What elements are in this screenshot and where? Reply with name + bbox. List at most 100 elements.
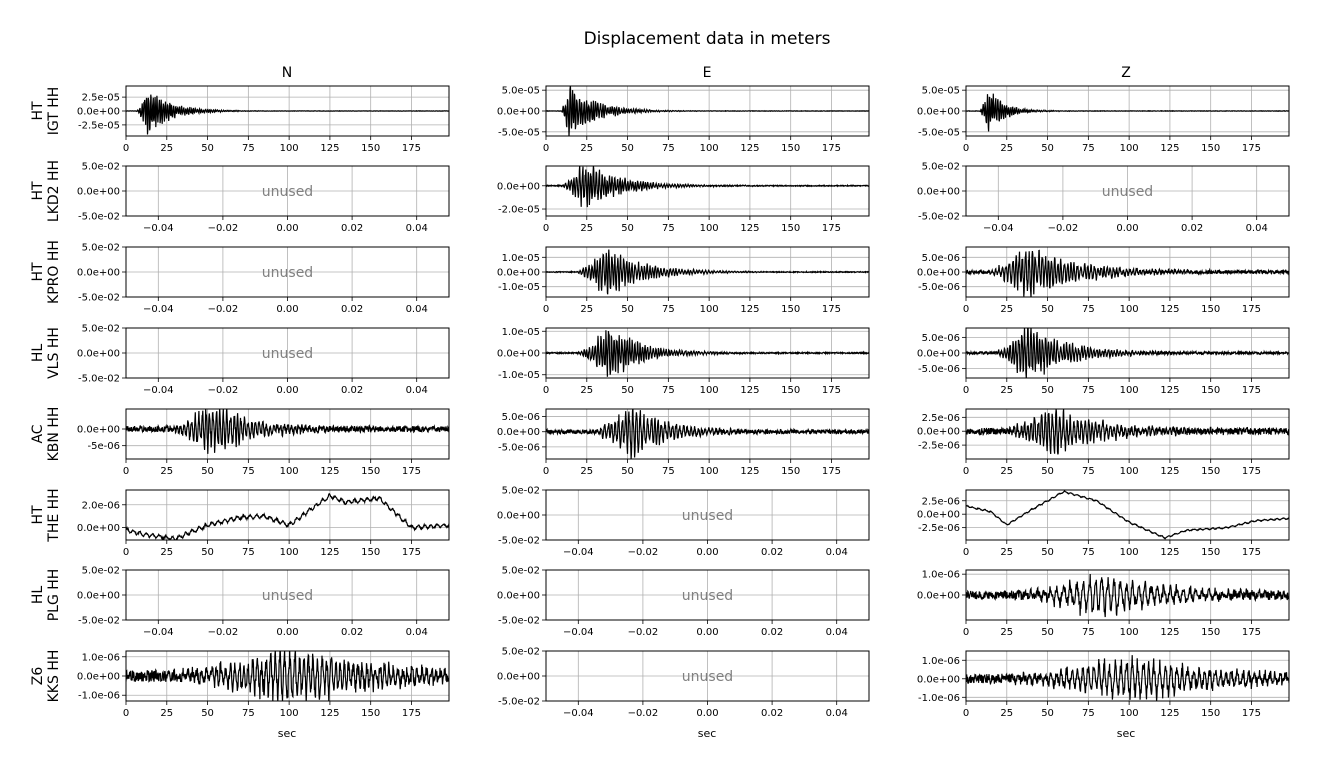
panel-row5-e: unused −0.04 −0.02 0.00 0.02 0.04 5.0e-02 0.0e+… [497,486,870,558]
x-tick-label: 25 [1000,627,1013,638]
unused-label: unused [682,588,733,604]
x-tick-label: 125 [320,466,339,477]
x-tick-label: 25 [1000,466,1013,477]
x-tick-label: 25 [580,223,593,234]
panel-row3-z: 0 25 50 75 100 125 150 175 5.0e-06 0.0e+00 -5.0e-0… [917,327,1290,396]
y-tick-label: -5.0e-02 [498,536,540,547]
y-tick-label: -1.0e-06 [78,691,120,702]
waveform-trace [126,409,449,454]
x-tick-label: 175 [1242,304,1261,315]
x-tick-label: 150 [1201,143,1220,154]
x-tick-label: 175 [1242,143,1261,154]
x-tick-label: 50 [1041,304,1054,315]
y-tick-label: 0.0e+00 [917,427,960,438]
x-tick-label: 75 [1082,627,1095,638]
waveform-trace [126,94,449,135]
axes-frame [545,165,870,217]
panel-row6-e: unused −0.04 −0.02 0.00 0.02 0.04 5.0e-02 0.0e+… [497,566,870,638]
axes-frame [965,408,1290,460]
y-tick-label: 0.0e+00 [497,349,540,360]
y-tick-label: -5.0e-06 [918,364,960,375]
x-tick-label: 100 [280,466,299,477]
x-tick-label: 75 [1082,143,1095,154]
x-tick-label: 0 [963,304,969,315]
panel-row0-n: 0 25 50 75 100 125 150 175 2.5e-05 0.0e+00 -2.5e-0… [77,85,450,154]
unused-label: unused [262,265,313,281]
x-tick-label: 75 [662,223,675,234]
x-tick-label: 25 [160,708,173,719]
x-tick-label: 0.02 [761,547,783,558]
panel-row4-n: 0 25 50 75 100 125 150 175 0.0e+00 -5e-06 [77,408,450,477]
x-tick-label: 100 [1120,466,1139,477]
y-tick-label: -5.0e-02 [78,293,120,304]
x-tick-label: −0.04 [143,627,174,638]
y-tick-label: -1.0e-06 [918,693,960,704]
x-tick-label: 25 [160,466,173,477]
y-tick-label: 5.0e-02 [502,647,540,658]
x-tick-label: 50 [621,466,634,477]
y-tick-label: 0.0e+00 [77,672,120,683]
y-tick-label: 5.0e-02 [502,566,540,577]
waveform-trace [546,330,869,377]
x-tick-label: 0 [543,466,549,477]
x-tick-label: 175 [822,143,841,154]
x-tick-label: 175 [1242,708,1261,719]
y-tick-label: 0.0e+00 [497,511,540,522]
y-tick-label: 0.0e+00 [497,107,540,118]
station-name-label: THE HH [46,488,62,542]
y-tick-label: 0.0e+00 [497,427,540,438]
x-axis-label-z: sec [1117,727,1136,740]
x-tick-label: 0.02 [341,627,363,638]
waveform-trace [546,86,869,136]
x-tick-label: 175 [822,466,841,477]
x-tick-label: 0.04 [826,708,848,719]
x-tick-label: 0.02 [341,385,363,396]
x-tick-label: 150 [781,466,800,477]
x-tick-label: 75 [662,143,675,154]
column-title-z: Z [1121,65,1131,81]
x-tick-label: 0.04 [826,627,848,638]
x-tick-label: 50 [201,466,214,477]
y-tick-label: 0.0e+00 [77,187,120,198]
waveform-trace [966,573,1289,618]
station-name-label: PLG HH [46,569,62,622]
y-tick-label: 0.0e+00 [917,107,960,118]
x-tick-label: 150 [1201,547,1220,558]
station-network-label: AC [30,424,46,443]
y-tick-label: 5.0e-06 [922,253,960,264]
y-tick-label: 0.0e+00 [77,107,120,118]
x-tick-label: 175 [822,304,841,315]
x-tick-label: 50 [621,223,634,234]
y-tick-label: 1.0e-06 [922,656,960,667]
unused-label: unused [1102,184,1153,200]
x-tick-label: 150 [1201,304,1220,315]
y-tick-label: 5.0e-05 [502,86,540,97]
waveform-trace [546,166,869,208]
station-label: HT KPRO HH [30,240,62,304]
x-tick-label: 150 [1201,708,1220,719]
x-tick-label: 150 [361,466,380,477]
x-tick-label: 175 [1242,547,1261,558]
x-tick-label: 100 [1120,385,1139,396]
x-tick-label: −0.02 [208,304,239,315]
unused-label: unused [682,669,733,685]
panel-row1-n: unused −0.04 −0.02 0.00 0.02 0.04 5.0e-02 0.0e+… [77,162,450,234]
y-tick-label: 0.0e+00 [497,672,540,683]
column-title-n: N [282,65,292,81]
y-tick-label: 0.0e+00 [77,523,120,534]
panel-row2-n: unused −0.04 −0.02 0.00 0.02 0.04 5.0e-02 0.0e+… [77,243,450,315]
x-tick-label: −0.02 [208,223,239,234]
x-tick-label: 75 [1082,708,1095,719]
y-tick-label: 5.0e-02 [82,243,120,254]
waveform-trace [966,249,1289,297]
x-tick-label: 50 [1041,385,1054,396]
y-tick-label: 0.0e+00 [917,674,960,685]
y-tick-label: 0.0e+00 [917,510,960,521]
x-tick-label: 25 [580,304,593,315]
y-tick-label: 5.0e-02 [502,486,540,497]
x-tick-label: 125 [320,708,339,719]
x-tick-label: −0.04 [563,708,594,719]
x-tick-label: 125 [740,223,759,234]
x-tick-label: 0 [543,385,549,396]
unused-label: unused [262,346,313,362]
